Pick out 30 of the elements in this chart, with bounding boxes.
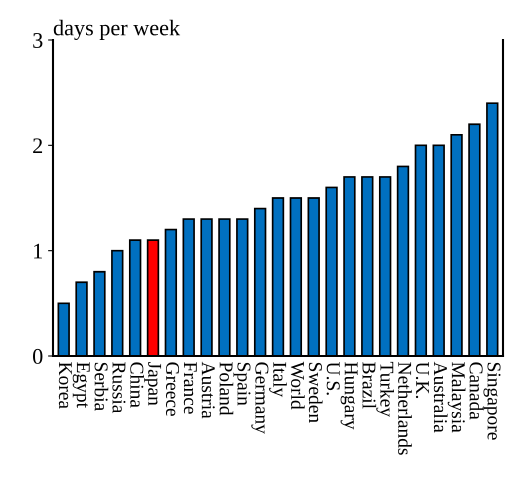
x-tick-label: Canada xyxy=(470,362,484,420)
x-tick-label: Turkey xyxy=(376,362,394,417)
x-tick-label: Malaysia xyxy=(448,362,466,433)
x-tick-label: Japan xyxy=(144,362,162,406)
x-tick-label: Singapore xyxy=(483,362,501,440)
x-tick-label: Austria xyxy=(202,362,215,419)
y-axis-title: days per week xyxy=(54,20,180,40)
y-tick-label: 0 xyxy=(33,348,42,364)
x-tick-label: Brazil xyxy=(362,362,376,409)
x-tick-label: U.S. xyxy=(326,362,340,395)
x-tick-label: Hungary xyxy=(340,362,358,430)
x-tick-label: Germany xyxy=(251,362,268,434)
x-tick-label: U.K. xyxy=(416,362,429,398)
x-tick-label: France xyxy=(184,362,197,414)
x-tick-label: Serbia xyxy=(94,362,108,411)
x-tick-label: Russia xyxy=(112,362,126,414)
x-tick-label: Australia xyxy=(434,362,448,433)
x-tick-label: China xyxy=(130,362,144,408)
x-tick-label: Poland xyxy=(220,362,234,416)
x-tick-label: Spain xyxy=(233,362,250,406)
x-tick-label: Korea xyxy=(58,362,72,409)
x-tick-label: Egypt xyxy=(72,362,90,408)
y-tick-label: 3 xyxy=(33,32,42,48)
x-tick-label: Sweden xyxy=(308,362,323,423)
y-tick-label: 2 xyxy=(33,138,42,154)
y-tick-label: 1 xyxy=(34,244,42,258)
x-tick-label: Italy xyxy=(269,362,287,398)
x-tick-label: Greece xyxy=(166,362,180,416)
x-tick-label: Netherlands xyxy=(398,362,412,455)
x-tick-label: World xyxy=(290,362,305,410)
